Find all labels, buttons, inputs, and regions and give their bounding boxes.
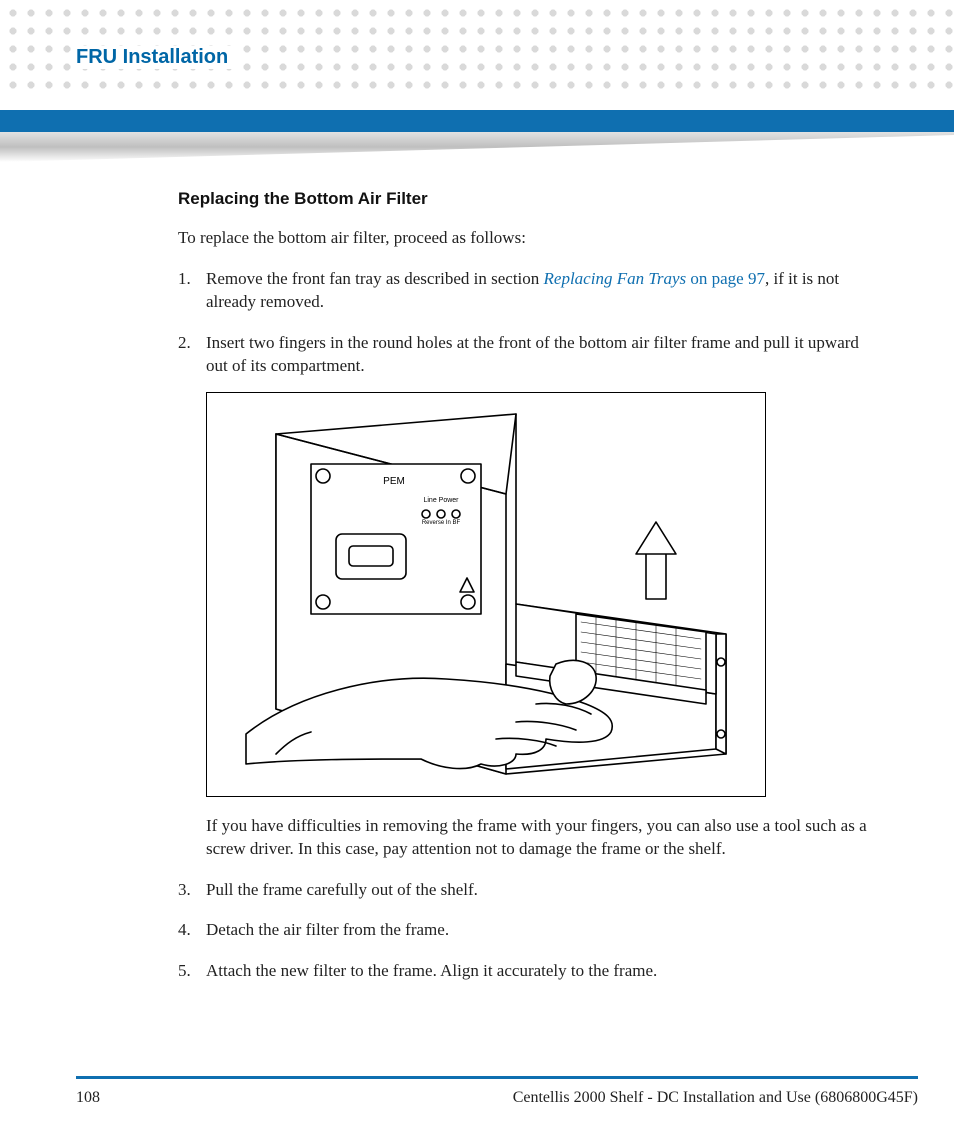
doc-title: Centellis 2000 Shelf - DC Installation a… xyxy=(513,1089,918,1107)
step-1-pre: Remove the front fan tray as described i… xyxy=(206,269,544,288)
step-3: Pull the frame carefully out of the shel… xyxy=(178,879,868,902)
step-4-text: Detach the air filter from the frame. xyxy=(206,920,449,939)
header-bar xyxy=(0,110,954,132)
page-number: 108 xyxy=(76,1089,100,1107)
step-5: Attach the new filter to the frame. Alig… xyxy=(178,960,868,983)
header-wedge xyxy=(0,132,954,162)
step-2: Insert two fingers in the round holes at… xyxy=(178,332,868,861)
step-2-text: Insert two fingers in the round holes at… xyxy=(206,333,859,375)
line-power-label: Line Power xyxy=(423,497,459,504)
step-3-text: Pull the frame carefully out of the shel… xyxy=(206,880,478,899)
chapter-title: FRU Installation xyxy=(76,46,234,69)
section-heading: Replacing the Bottom Air Filter xyxy=(178,188,868,211)
section-intro: To replace the bottom air filter, procee… xyxy=(178,227,868,250)
step-2-note: If you have difficulties in removing the… xyxy=(206,815,868,861)
pem-label: PEM xyxy=(383,476,405,487)
figure-air-filter: PEM Line Power Reverse In BF xyxy=(206,392,766,797)
page-footer: 108 Centellis 2000 Shelf - DC Installati… xyxy=(76,1076,918,1107)
step-4: Detach the air filter from the frame. xyxy=(178,919,868,942)
header-dots xyxy=(0,0,954,90)
step-1: Remove the front fan tray as described i… xyxy=(178,268,868,314)
xref-title: Replacing Fan Trays xyxy=(544,269,687,288)
xref-replacing-fan-trays[interactable]: Replacing Fan Trays on page 97 xyxy=(544,269,765,288)
xref-page: on page 97 xyxy=(686,269,765,288)
footer-rule xyxy=(76,1076,918,1079)
page-content: Replacing the Bottom Air Filter To repla… xyxy=(178,188,868,1001)
illustration-svg: PEM Line Power Reverse In BF xyxy=(216,404,756,784)
sub-label: Reverse In BF xyxy=(422,520,461,526)
procedure-list: Remove the front fan tray as described i… xyxy=(178,268,868,983)
step-5-text: Attach the new filter to the frame. Alig… xyxy=(206,961,657,980)
